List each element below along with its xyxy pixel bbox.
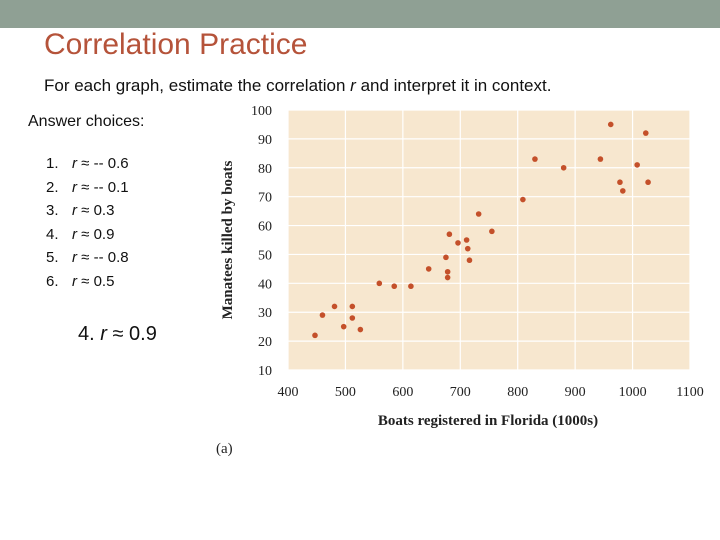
data-point — [425, 266, 432, 272]
choice-value: ≈ -- 0.1 — [77, 178, 129, 196]
choice-value: ≈ 0.3 — [77, 202, 115, 219]
data-point — [475, 211, 482, 217]
data-point — [349, 303, 356, 310]
y-tick-label: 40 — [258, 277, 272, 292]
x-tick-label: 500 — [335, 385, 356, 400]
data-point — [331, 303, 338, 310]
choice-variable: r — [72, 155, 77, 172]
data-points — [312, 121, 651, 339]
gridlines — [287, 109, 691, 371]
choice-number: 1. — [46, 155, 59, 172]
x-axis-ticks: 400 500 600 700 800 900 1000 1100 — [278, 385, 704, 400]
choice-variable: r — [72, 225, 77, 243]
top-band — [0, 0, 720, 28]
panel-label: (a) — [216, 441, 233, 457]
answer-choices-list: 1. r ≈ -- 0.6 2. r ≈ -- 0.1 3. r ≈ 0.3 4. r … — [46, 152, 129, 293]
choice-number: 3. — [46, 202, 59, 219]
data-point — [642, 130, 649, 136]
x-tick-label: 1000 — [619, 385, 647, 400]
answer-choice-3: 3. r ≈ 0.3 — [46, 199, 129, 223]
data-point — [645, 179, 651, 186]
data-point — [391, 283, 398, 290]
data-point — [634, 162, 640, 168]
data-point — [455, 240, 461, 246]
data-point — [607, 121, 614, 128]
choice-value: ≈ 0.5 — [77, 272, 115, 290]
choice-number: 4. — [46, 225, 59, 243]
selected-answer-variable: r — [100, 323, 107, 345]
answer-choice-2: 2. r ≈ -- 0.1 — [46, 176, 129, 200]
selected-answer-number: 4. — [78, 323, 95, 345]
instructions-variable: r — [350, 76, 356, 95]
data-point — [408, 283, 414, 290]
instructions-text: For each graph, estimate the correlation… — [44, 76, 551, 96]
data-point — [489, 228, 495, 235]
data-point — [617, 179, 623, 186]
choice-variable: r — [72, 249, 77, 266]
y-tick-label: 20 — [258, 335, 272, 350]
data-point — [446, 231, 453, 238]
instructions-prefix: For each graph, estimate the correlation — [44, 76, 351, 95]
x-tick-label: 400 — [278, 385, 299, 400]
data-point — [620, 188, 626, 194]
selected-answer: 4. r ≈ 0.9 — [78, 323, 157, 346]
y-tick-label: 100 — [251, 104, 272, 119]
x-tick-label: 800 — [507, 385, 528, 400]
choice-variable: r — [72, 178, 77, 196]
answer-choice-1: 1. r ≈ -- 0.6 — [46, 152, 129, 176]
y-axis-ticks: 10 20 30 40 50 60 70 80 90 100 — [251, 104, 272, 379]
x-axis-label: Boats registered in Florida (1000s) — [378, 413, 598, 429]
y-tick-label: 70 — [258, 191, 272, 206]
data-point — [597, 156, 604, 162]
data-point — [532, 156, 538, 162]
data-point — [464, 245, 471, 252]
x-tick-label: 900 — [565, 385, 586, 400]
choice-value: ≈ 0.9 — [77, 225, 115, 243]
x-tick-label: 700 — [450, 385, 471, 400]
answer-choice-6: 6. r ≈ 0.5 — [46, 270, 129, 294]
choice-number: 2. — [46, 178, 59, 196]
selected-answer-value: ≈ 0.9 — [106, 323, 157, 345]
answer-choice-4: 4. r ≈ 0.9 — [46, 223, 129, 247]
y-tick-label: 30 — [258, 306, 272, 321]
y-tick-label: 80 — [258, 162, 272, 177]
data-point — [357, 326, 364, 333]
data-point — [444, 268, 451, 275]
data-point — [444, 274, 451, 281]
data-point — [319, 312, 326, 318]
x-tick-label: 600 — [392, 385, 413, 400]
choice-number: 6. — [46, 272, 59, 290]
y-tick-label: 60 — [258, 220, 272, 235]
answer-choices-header: Answer choices: — [28, 113, 145, 130]
choice-number: 5. — [46, 249, 59, 266]
choice-value: ≈ -- 0.8 — [77, 249, 129, 266]
choice-variable: r — [72, 272, 77, 290]
choice-variable: r — [72, 202, 77, 219]
data-point — [376, 280, 383, 287]
answer-choice-5: 5. r ≈ -- 0.8 — [46, 246, 129, 270]
y-axis-label: Manatees killed by boats — [220, 160, 236, 319]
y-tick-label: 50 — [258, 248, 272, 263]
choice-value: ≈ -- 0.6 — [77, 155, 129, 172]
data-point — [560, 164, 567, 171]
data-point — [349, 315, 356, 321]
data-point — [312, 332, 318, 339]
x-tick-label: 1100 — [676, 385, 703, 400]
y-tick-label: 90 — [258, 133, 272, 148]
scatter-chart: 10 20 30 40 50 60 70 80 90 100 400 500 600 700 800 900… — [216, 104, 704, 457]
instructions-suffix: and interpret it in context. — [355, 76, 552, 95]
plot-area — [288, 110, 690, 370]
data-point — [463, 237, 470, 243]
data-point — [520, 196, 526, 203]
data-point — [340, 323, 347, 330]
data-point — [466, 257, 473, 264]
slide-title: Correlation Practice — [44, 28, 308, 61]
y-tick-label: 10 — [258, 364, 272, 379]
data-point — [443, 254, 449, 261]
